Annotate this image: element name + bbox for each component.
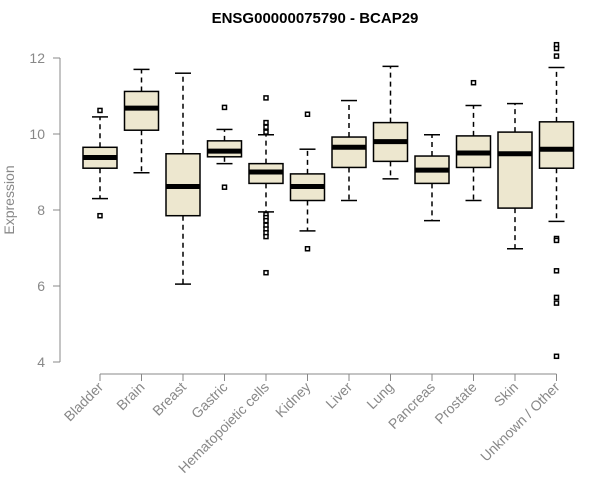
outlier-point (470, 79, 477, 86)
plot-area (82, 41, 575, 360)
outlier-point (263, 233, 269, 240)
outlier-point (97, 212, 103, 219)
outlier-point (263, 95, 269, 101)
outlier-point (553, 53, 560, 59)
box-group-lung (372, 65, 409, 180)
outlier-point (553, 268, 560, 274)
x-tick-label: Bladder (61, 379, 107, 425)
box-group-kidney (289, 111, 326, 252)
outlier-point (263, 129, 269, 135)
outlier-point (263, 217, 269, 224)
iqr-box (123, 90, 160, 131)
y-axis-label: Expression (1, 165, 17, 234)
x-tick-label: Breast (149, 379, 189, 419)
outlier-point (553, 294, 560, 301)
x-tick-label: Brain (113, 379, 147, 413)
y-tick-label: 4 (37, 354, 45, 370)
y-tick-label: 6 (37, 278, 45, 294)
box-group-pancreas (414, 134, 450, 222)
box-group-unknown-other (538, 41, 575, 360)
iqr-box (538, 121, 575, 169)
outlier-point (263, 124, 269, 130)
iqr-box (497, 131, 533, 209)
x-tick-label: Lung (363, 379, 396, 412)
x-tick-label: Unknown / Other (477, 379, 563, 465)
outlier-point (304, 246, 311, 252)
box-group-bladder (82, 107, 118, 219)
box-group-skin (497, 102, 533, 250)
outlier-point (553, 353, 560, 360)
box-group-prostate (455, 79, 492, 202)
outlier-point (221, 184, 228, 190)
outlier-point (553, 300, 560, 306)
y-axis: 4 6 8 10 12 (29, 50, 61, 370)
outlier-point (263, 119, 269, 126)
x-tick-label: Skin (491, 379, 522, 410)
x-tick-label: Prostate (431, 379, 479, 427)
y-tick-label: 10 (29, 126, 45, 142)
outlier-point (304, 111, 311, 117)
box-group-gastric (206, 104, 243, 190)
box-group-brain (123, 68, 160, 174)
y-tick-label: 8 (37, 202, 45, 218)
box-group-hematopoietic-cells (248, 95, 284, 276)
x-tick-label: Liver (322, 379, 355, 412)
outlier-point (553, 237, 560, 244)
outlier-point (221, 104, 228, 111)
outlier-point (263, 269, 269, 276)
box-group-breast (165, 72, 201, 285)
outlier-point (553, 45, 560, 52)
x-tick-label: Kidney (272, 379, 314, 421)
box-group-liver (331, 99, 367, 202)
iqr-box (331, 136, 367, 169)
chart-title: ENSG00000075790 - BCAP29 (212, 10, 419, 27)
y-tick-label: 12 (29, 50, 45, 66)
outlier-point (97, 107, 103, 114)
